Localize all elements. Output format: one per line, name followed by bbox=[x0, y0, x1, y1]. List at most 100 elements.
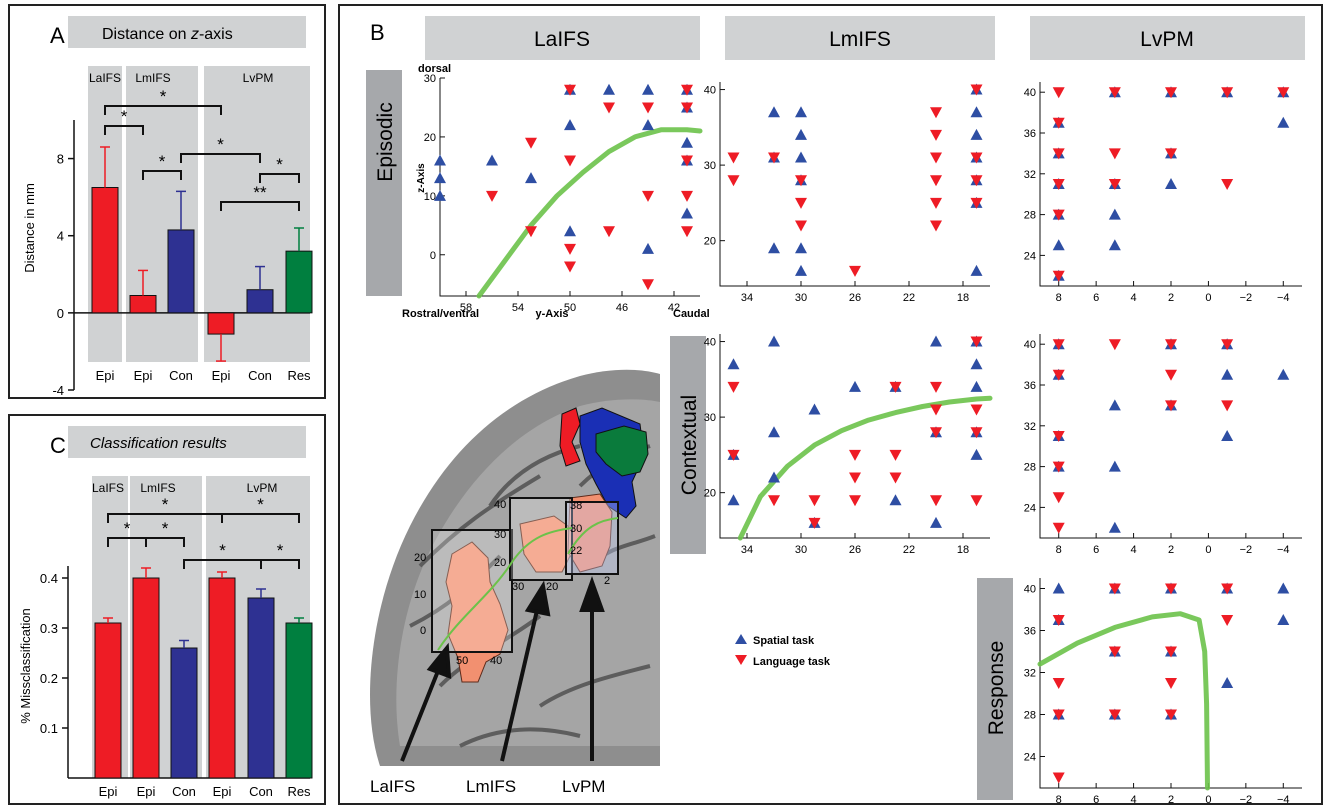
B-LmIFS-Contextual-language-point-0 bbox=[727, 381, 740, 393]
B-LmIFS-Contextual-spatial-point-15 bbox=[970, 358, 983, 370]
B-LvPM-Contextual-language-point-4 bbox=[1052, 492, 1065, 504]
B-LaIFS-Episodic-language-point-12 bbox=[681, 84, 693, 96]
B-LmIFS-Contextual-axes bbox=[719, 334, 990, 539]
B-LaIFS-Episodic-spatial-point-3 bbox=[486, 154, 498, 166]
significance-star-4: * bbox=[219, 541, 226, 560]
B-LmIFS-Episodic-language-point-6 bbox=[849, 265, 861, 277]
brain-illustration: 20 10 0 50 40 40 30 20 30 20 38 30 22 2 bbox=[370, 369, 660, 796]
axis-dorsal: dorsal bbox=[418, 63, 451, 75]
B-LmIFS-Contextual-ytick-label-0: 20 bbox=[704, 488, 716, 500]
row-label-response: Response bbox=[985, 641, 1008, 736]
B-LvPM-Episodic-xtick-label-1: 6 bbox=[1093, 292, 1099, 304]
group-label-0: LaIFS bbox=[92, 481, 124, 495]
B-LvPM-Episodic-language-point-7 bbox=[1108, 148, 1121, 160]
significance-star-2: * bbox=[124, 519, 131, 538]
legend-spatial-marker bbox=[735, 634, 747, 644]
bar-4 bbox=[247, 597, 275, 779]
y-tick-label-3: -4 bbox=[52, 383, 64, 397]
group-label-2: LvPM bbox=[247, 481, 278, 495]
brain-fit-2 bbox=[511, 527, 573, 563]
bar-3 bbox=[207, 312, 235, 335]
B-LvPM-Episodic-ytick-label-2: 32 bbox=[1024, 169, 1036, 181]
brain-label-lmifs: LmIFS bbox=[466, 777, 516, 796]
B-LvPM-Response-xtick-label-4: 0 bbox=[1205, 794, 1211, 803]
bar-2 bbox=[167, 229, 195, 314]
B-LvPM-Episodic-spatial-point-12 bbox=[1165, 178, 1177, 189]
B-LaIFS-Episodic-spatial-point-14 bbox=[681, 136, 693, 148]
B-LvPM-Episodic-language-point-1 bbox=[1052, 117, 1065, 129]
box1-xtick-1: 40 bbox=[490, 655, 502, 667]
panel-a-title-italic: z bbox=[190, 26, 199, 43]
axis-y: y-Axis bbox=[535, 308, 568, 320]
B-LmIFS-Episodic-language-point-10 bbox=[930, 175, 942, 187]
B-LmIFS-Contextual-spatial-point-3 bbox=[768, 335, 780, 347]
B-LmIFS-Episodic-spatial-point-4 bbox=[795, 128, 807, 140]
header-lvpm: LvPM bbox=[1140, 28, 1194, 51]
axis-z: z-Axis bbox=[416, 163, 427, 193]
B-LvPM-Episodic-spatial-point-15 bbox=[1277, 116, 1290, 128]
box1-ytick-0: 20 bbox=[414, 552, 426, 564]
y-tick-label-2: 0.2 bbox=[40, 671, 58, 686]
B-LmIFS-Episodic-language-point-7 bbox=[930, 107, 942, 119]
B-LmIFS-Episodic-ytick-label-2: 40 bbox=[704, 85, 716, 97]
B-LmIFS-Contextual-spatial-point-0 bbox=[727, 358, 740, 370]
B-LaIFS-Episodic-language-point-16 bbox=[681, 226, 693, 238]
B-LvPM-Episodic-xtick-label-0: 8 bbox=[1056, 292, 1062, 304]
B-LmIFS-Episodic-spatial-point-5 bbox=[795, 151, 807, 163]
significance-bracket-1 bbox=[104, 125, 144, 135]
significance-star-1: * bbox=[121, 107, 128, 126]
panel-b: B LaIFS LmIFS LvPM Episodic Contextual R… bbox=[338, 4, 1323, 806]
brain-label-lvpm: LvPM bbox=[562, 777, 605, 796]
panel-a-title: Distance on z-axis bbox=[102, 26, 233, 43]
row-label-episodic: Episodic bbox=[374, 102, 397, 181]
B-LmIFS-Contextual-language-point-6 bbox=[849, 472, 861, 484]
B-LvPM-Response-language-point-7 bbox=[1165, 583, 1177, 595]
B-LvPM-Response-language-point-1 bbox=[1052, 678, 1065, 689]
B-LvPM-Episodic-language-point-9 bbox=[1165, 87, 1177, 99]
group-label-1: LmIFS bbox=[135, 71, 170, 85]
B-LmIFS-Contextual-xtick-label-4: 18 bbox=[957, 544, 969, 556]
box1-ytick-2: 0 bbox=[420, 625, 426, 637]
B-LvPM-Contextual-language-point-8 bbox=[1165, 369, 1177, 381]
B-LmIFS-Contextual-xtick-label-1: 30 bbox=[795, 544, 807, 556]
B-LmIFS-Contextual-language-point-11 bbox=[930, 381, 942, 393]
panel-a-letter: A bbox=[50, 23, 65, 48]
legend-language-marker bbox=[735, 655, 747, 665]
B-LmIFS-Contextual-language-point-7 bbox=[849, 495, 861, 507]
arrow-lvpm-head bbox=[579, 576, 605, 612]
B-LvPM-Contextual-language-point-0 bbox=[1052, 339, 1065, 351]
B-LaIFS-Episodic-spatial-point-4 bbox=[525, 172, 537, 184]
arrow-lmifs bbox=[500, 605, 540, 762]
B-LmIFS-Contextual-spatial-point-6 bbox=[808, 403, 821, 415]
B-LvPM-Contextual-spatial-point-12 bbox=[1277, 368, 1290, 380]
y-tick-label-2: 0 bbox=[57, 306, 64, 321]
B-LvPM-Response-language-point-5 bbox=[1108, 646, 1121, 658]
B-LaIFS-Episodic-language-point-9 bbox=[642, 102, 654, 114]
B-LvPM-Contextual-xtick-label-6: −4 bbox=[1277, 544, 1290, 556]
panel-a-ylabel: Distance in mm bbox=[22, 183, 37, 273]
group-band-1 bbox=[126, 66, 198, 362]
B-LvPM-Episodic-spatial-point-4 bbox=[1052, 239, 1065, 251]
bar-0 bbox=[94, 622, 122, 779]
B-LvPM-Contextual-xtick-label-2: 4 bbox=[1131, 544, 1137, 556]
B-LmIFS-Contextual-spatial-point-13 bbox=[930, 516, 942, 528]
box1-ytick-1: 10 bbox=[414, 589, 426, 601]
significance-star-3: * bbox=[162, 519, 169, 538]
significance-star-2: * bbox=[159, 152, 166, 171]
B-LvPM-Contextual-language-point-11 bbox=[1221, 400, 1234, 412]
B-LvPM-Contextual-language-point-10 bbox=[1221, 339, 1234, 351]
B-LaIFS-Episodic-language-point-0 bbox=[486, 190, 498, 202]
y-tick-label-0: 0.4 bbox=[40, 571, 58, 586]
B-LmIFS-Episodic-plot-bg bbox=[720, 82, 990, 286]
panel-c-letter: C bbox=[50, 433, 66, 458]
B-LaIFS-Episodic-spatial-point-9 bbox=[642, 83, 654, 95]
bar-3 bbox=[208, 577, 236, 779]
B-LmIFS-Contextual-language-point-1 bbox=[727, 449, 740, 461]
category-label-3: Epi bbox=[212, 368, 231, 383]
B-LmIFS-Contextual-language-point-17 bbox=[970, 427, 983, 439]
legend: Spatial task Language task bbox=[735, 634, 831, 668]
bar-5 bbox=[285, 622, 313, 779]
box1-xtick-0: 50 bbox=[456, 655, 468, 667]
